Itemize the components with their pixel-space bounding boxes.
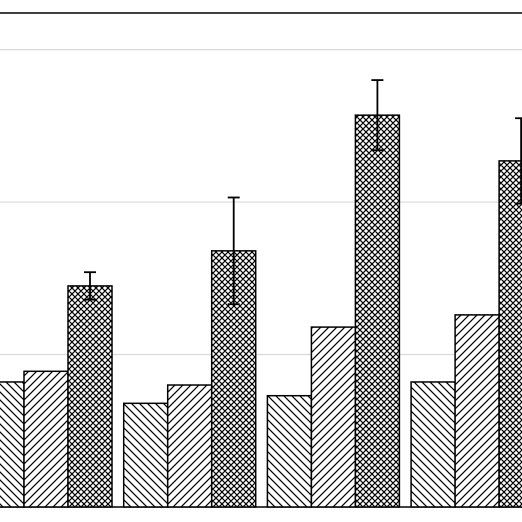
bar bbox=[23, 370, 69, 508]
bars bbox=[0, 79, 522, 508]
bar bbox=[454, 314, 500, 508]
bar bbox=[266, 394, 313, 508]
error-bar bbox=[227, 196, 240, 306]
bar bbox=[166, 384, 213, 508]
bar bbox=[498, 160, 522, 508]
bar bbox=[67, 285, 113, 508]
bar bbox=[310, 326, 357, 508]
bar bbox=[410, 381, 456, 508]
bar bbox=[354, 114, 401, 508]
error-bar bbox=[515, 117, 522, 205]
bar bbox=[122, 402, 169, 508]
error-bar bbox=[371, 79, 384, 152]
bar bbox=[0, 381, 25, 508]
error-bar bbox=[84, 271, 96, 301]
